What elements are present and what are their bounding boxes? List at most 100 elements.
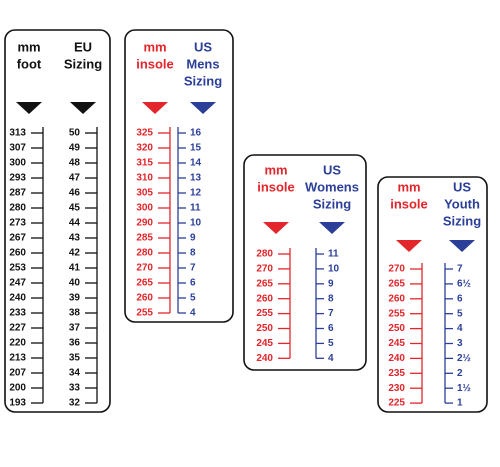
- size-label: 255: [136, 308, 153, 319]
- size-label: 7: [328, 308, 334, 319]
- size-label: 325: [136, 128, 153, 139]
- size-label: 10: [328, 264, 340, 275]
- size-label: 50: [69, 128, 81, 139]
- size-label: 4: [328, 353, 334, 364]
- size-label: 213: [9, 353, 26, 364]
- size-label: 6½: [457, 279, 471, 290]
- size-label: 260: [256, 293, 273, 304]
- arrow-down: [142, 102, 168, 114]
- size-label: 270: [388, 264, 405, 275]
- size-label: 1½: [457, 383, 471, 394]
- column-header: EU: [74, 39, 92, 54]
- size-label: 2: [457, 368, 463, 379]
- size-label: 16: [190, 128, 202, 139]
- size-label: 267: [9, 233, 26, 244]
- size-label: 9: [190, 233, 196, 244]
- size-label: 200: [9, 383, 26, 394]
- size-label: 240: [9, 293, 26, 304]
- size-label: 255: [256, 308, 273, 319]
- size-label: 270: [256, 264, 273, 275]
- size-label: 44: [69, 218, 81, 229]
- column-header: Sizing: [443, 213, 481, 228]
- size-label: 265: [256, 278, 273, 289]
- size-label: 193: [9, 398, 26, 409]
- size-label: 36: [69, 338, 81, 349]
- size-label: 255: [388, 308, 405, 319]
- size-label: 260: [9, 248, 26, 259]
- size-label: 273: [9, 218, 26, 229]
- size-label: 260: [136, 293, 153, 304]
- column-header: US: [453, 179, 471, 194]
- column-header: US: [323, 162, 341, 177]
- size-label: 12: [190, 188, 202, 199]
- size-label: 34: [69, 368, 81, 379]
- size-label: 13: [190, 173, 202, 184]
- size-label: 293: [9, 173, 26, 184]
- size-label: 8: [190, 248, 196, 259]
- arrow-down: [319, 222, 345, 234]
- size-label: 307: [9, 143, 26, 154]
- size-label: 35: [69, 353, 81, 364]
- size-label: 39: [69, 293, 81, 304]
- size-label: 305: [136, 188, 153, 199]
- column-header: mm: [17, 39, 40, 54]
- size-label: 5: [190, 293, 196, 304]
- size-label: 315: [136, 158, 153, 169]
- size-label: 220: [9, 338, 26, 349]
- size-label: 260: [388, 293, 405, 304]
- size-label: 6: [457, 293, 463, 304]
- size-label: 287: [9, 188, 26, 199]
- size-label: 49: [69, 143, 81, 154]
- size-label: 227: [9, 323, 26, 334]
- size-label: 42: [69, 248, 81, 259]
- size-label: 11: [190, 203, 201, 214]
- column-header: insole: [257, 179, 295, 194]
- arrow-down: [396, 240, 422, 252]
- panel-box: [377, 176, 488, 413]
- size-label: 2½: [457, 353, 471, 364]
- size-label: 33: [69, 383, 81, 394]
- size-label: 207: [9, 368, 26, 379]
- size-label: 7: [190, 263, 196, 274]
- size-label: 230: [388, 383, 405, 394]
- panel-box: [124, 29, 234, 323]
- size-label: 280: [256, 249, 273, 260]
- column-header: foot: [17, 56, 42, 71]
- size-label: 300: [136, 203, 153, 214]
- arrow-down: [70, 102, 96, 114]
- size-label: 15: [190, 143, 202, 154]
- size-label: 14: [190, 158, 202, 169]
- size-label: 4: [457, 323, 463, 334]
- size-label: 235: [388, 368, 405, 379]
- size-label: 10: [190, 218, 202, 229]
- size-label: 280: [136, 248, 153, 259]
- size-label: 245: [256, 338, 273, 349]
- column-header: Womens: [305, 179, 359, 194]
- column-header: Sizing: [313, 196, 351, 211]
- size-label: 8: [328, 293, 334, 304]
- size-label: 265: [136, 278, 153, 289]
- size-label: 250: [256, 323, 273, 334]
- arrow-down: [16, 102, 42, 114]
- column-header: Youth: [444, 196, 480, 211]
- size-label: 245: [388, 338, 405, 349]
- arrow-down: [190, 102, 216, 114]
- size-label: 290: [136, 218, 153, 229]
- size-label: 265: [388, 279, 405, 290]
- size-label: 270: [136, 263, 153, 274]
- size-label: 5: [457, 308, 463, 319]
- size-label: 38: [69, 308, 81, 319]
- size-label: 45: [69, 203, 81, 214]
- column-header: Sizing: [184, 73, 222, 88]
- column-header: mm: [143, 39, 166, 54]
- size-label: 4: [190, 308, 196, 319]
- size-label: 285: [136, 233, 153, 244]
- size-label: 46: [69, 188, 81, 199]
- size-label: 7: [457, 264, 463, 275]
- size-label: 310: [136, 173, 153, 184]
- column-header: mm: [397, 179, 420, 194]
- size-label: 240: [256, 353, 273, 364]
- size-label: 37: [69, 323, 81, 334]
- size-label: 233: [9, 308, 26, 319]
